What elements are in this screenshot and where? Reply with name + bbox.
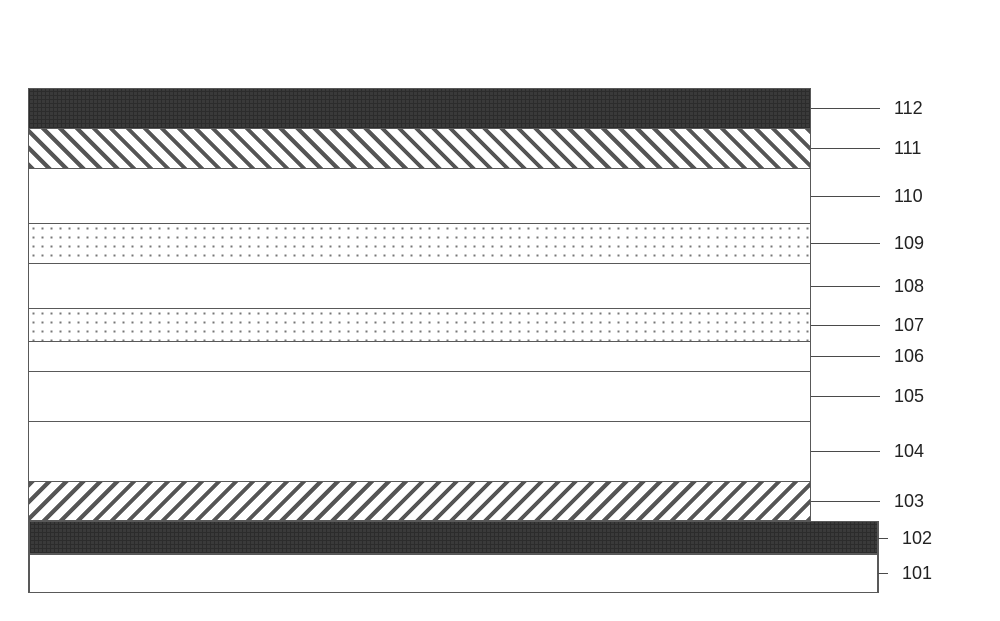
layer-label-108: 108 [880, 276, 924, 297]
layer-101 [29, 554, 878, 592]
leader-110: 110 [811, 186, 923, 207]
narrow-stack [28, 88, 811, 521]
leader-line [811, 196, 880, 197]
wide-stack [28, 521, 879, 593]
leader-line [811, 396, 880, 397]
leader-104: 104 [811, 441, 924, 462]
layer-102 [29, 521, 878, 554]
layer-label-112: 112 [880, 98, 923, 119]
leader-103: 103 [811, 491, 924, 512]
leader-102: 102 [878, 528, 932, 549]
leader-line [811, 108, 880, 109]
layer-label-102: 102 [888, 528, 932, 549]
layer-110 [28, 168, 811, 223]
layer-106 [28, 341, 811, 371]
leader-109: 109 [811, 233, 924, 254]
layer-104 [28, 421, 811, 481]
leader-line [878, 538, 888, 539]
layer-label-110: 110 [880, 186, 923, 207]
leader-105: 105 [811, 386, 924, 407]
layer-label-105: 105 [880, 386, 924, 407]
layer-label-106: 106 [880, 346, 924, 367]
leader-108: 108 [811, 276, 924, 297]
layer-108 [28, 263, 811, 308]
leader-line [811, 286, 880, 287]
layer-107 [28, 308, 811, 341]
layer-label-111: 111 [880, 138, 921, 159]
layer-109 [28, 223, 811, 263]
layer-112 [28, 88, 811, 128]
layer-label-101: 101 [888, 563, 932, 584]
layer-label-107: 107 [880, 315, 924, 336]
layer-111 [28, 128, 811, 168]
leader-line [878, 573, 888, 574]
leader-111: 111 [811, 138, 921, 159]
layer-label-109: 109 [880, 233, 924, 254]
leader-112: 112 [811, 98, 923, 119]
layer-103 [28, 481, 811, 521]
leader-line [811, 148, 880, 149]
leader-line [811, 325, 880, 326]
leader-101: 101 [878, 563, 932, 584]
layer-label-103: 103 [880, 491, 924, 512]
leader-106: 106 [811, 346, 924, 367]
leader-line [811, 501, 880, 502]
leader-107: 107 [811, 315, 924, 336]
layer-label-104: 104 [880, 441, 924, 462]
layer-stack-diagram: 112 111 110 109 108 107 106 105 104 103 102 101 [20, 20, 980, 601]
leader-line [811, 243, 880, 244]
leader-line [811, 451, 880, 452]
leader-line [811, 356, 880, 357]
layer-105 [28, 371, 811, 421]
